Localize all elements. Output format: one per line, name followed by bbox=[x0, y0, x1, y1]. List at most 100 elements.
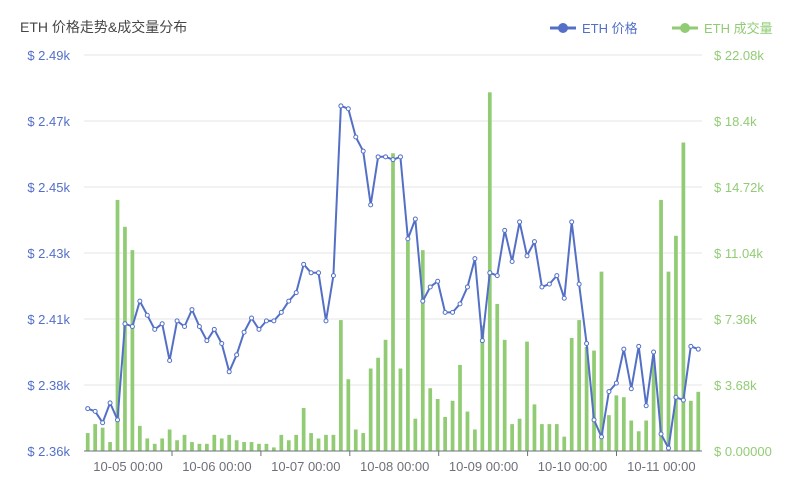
volume-bar[interactable] bbox=[607, 415, 611, 451]
price-point[interactable] bbox=[278, 309, 284, 315]
price-point[interactable] bbox=[211, 326, 217, 332]
volume-bar[interactable] bbox=[130, 250, 135, 451]
price-point[interactable] bbox=[531, 239, 537, 245]
price-point[interactable] bbox=[263, 318, 269, 324]
volume-bar[interactable] bbox=[510, 424, 514, 451]
price-point[interactable] bbox=[271, 318, 277, 324]
price-point[interactable] bbox=[636, 343, 642, 349]
price-point[interactable] bbox=[628, 386, 634, 392]
price-point[interactable] bbox=[226, 369, 232, 375]
price-point[interactable] bbox=[85, 406, 91, 412]
volume-bar[interactable] bbox=[286, 440, 291, 451]
volume-bar[interactable] bbox=[688, 400, 693, 451]
volume-bar[interactable] bbox=[123, 226, 127, 451]
volume-bar[interactable] bbox=[495, 303, 500, 451]
volume-bar[interactable] bbox=[584, 346, 589, 451]
volume-bar[interactable] bbox=[361, 433, 366, 451]
volume-bar[interactable] bbox=[204, 443, 209, 451]
volume-bar[interactable] bbox=[339, 320, 343, 451]
price-point[interactable] bbox=[107, 400, 113, 406]
volume-bar[interactable] bbox=[525, 341, 529, 451]
volume-bar[interactable] bbox=[562, 436, 567, 451]
volume-bar[interactable] bbox=[465, 411, 470, 451]
price-point[interactable] bbox=[316, 270, 322, 276]
price-point[interactable] bbox=[144, 312, 150, 318]
legend-item-price[interactable]: ETH 价格 bbox=[550, 21, 638, 36]
price-point[interactable] bbox=[241, 329, 247, 335]
volume-bar[interactable] bbox=[480, 325, 485, 451]
price-point[interactable] bbox=[286, 298, 292, 304]
volume-bar[interactable] bbox=[175, 440, 179, 451]
price-point[interactable] bbox=[591, 417, 597, 423]
price-point[interactable] bbox=[442, 309, 448, 315]
volume-bar[interactable] bbox=[636, 431, 641, 451]
volume-bar[interactable] bbox=[540, 424, 544, 451]
price-point[interactable] bbox=[487, 270, 493, 276]
price-point[interactable] bbox=[598, 434, 604, 440]
volume-bar[interactable] bbox=[577, 320, 582, 451]
price-point[interactable] bbox=[435, 278, 441, 284]
volume-bar[interactable] bbox=[324, 434, 328, 451]
volume-bar[interactable] bbox=[93, 424, 98, 451]
price-point[interactable] bbox=[204, 338, 210, 344]
price-point[interactable] bbox=[115, 417, 121, 423]
price-point[interactable] bbox=[92, 408, 98, 414]
price-point[interactable] bbox=[651, 349, 657, 355]
price-point[interactable] bbox=[621, 346, 627, 352]
volume-bar[interactable] bbox=[435, 398, 440, 451]
price-point[interactable] bbox=[122, 321, 128, 327]
volume-bar[interactable] bbox=[249, 442, 254, 451]
volume-bar[interactable] bbox=[279, 434, 284, 451]
price-point[interactable] bbox=[509, 258, 515, 264]
volume-bar[interactable] bbox=[696, 391, 701, 451]
price-point[interactable] bbox=[167, 357, 173, 363]
price-point[interactable] bbox=[375, 154, 381, 160]
volume-bar[interactable] bbox=[257, 443, 261, 451]
price-point[interactable] bbox=[353, 134, 359, 140]
volume-bar[interactable] bbox=[115, 199, 120, 451]
price-point[interactable] bbox=[502, 227, 508, 233]
volume-bar[interactable] bbox=[428, 388, 433, 451]
volume-bar[interactable] bbox=[629, 420, 634, 451]
volume-bar[interactable] bbox=[353, 429, 358, 451]
price-point[interactable] bbox=[554, 273, 560, 279]
legend-item-volume[interactable]: ETH 成交量 bbox=[672, 21, 773, 36]
price-point[interactable] bbox=[673, 394, 679, 400]
price-point[interactable] bbox=[323, 318, 329, 324]
price-point[interactable] bbox=[479, 338, 485, 344]
volume-bar[interactable] bbox=[294, 434, 299, 451]
price-point[interactable] bbox=[219, 341, 225, 347]
price-point[interactable] bbox=[576, 281, 582, 287]
volume-bar[interactable] bbox=[443, 416, 447, 451]
volume-bar[interactable] bbox=[681, 142, 686, 452]
volume-bar[interactable] bbox=[554, 424, 559, 451]
volume-bar[interactable] bbox=[674, 235, 678, 451]
volume-bar[interactable] bbox=[227, 434, 232, 451]
volume-bar[interactable] bbox=[376, 357, 380, 451]
volume-bar[interactable] bbox=[406, 241, 410, 451]
price-point[interactable] bbox=[688, 343, 694, 349]
volume-bar[interactable] bbox=[569, 338, 574, 451]
price-point[interactable] bbox=[464, 284, 470, 290]
volume-bar[interactable] bbox=[167, 429, 172, 451]
price-point[interactable] bbox=[420, 298, 426, 304]
volume-bar[interactable] bbox=[197, 443, 202, 451]
volume-bar[interactable] bbox=[190, 442, 194, 451]
volume-bar[interactable] bbox=[309, 433, 313, 451]
price-point[interactable] bbox=[680, 397, 686, 403]
price-point[interactable] bbox=[427, 284, 433, 290]
price-point[interactable] bbox=[301, 261, 307, 267]
volume-bar[interactable] bbox=[517, 418, 522, 451]
price-point[interactable] bbox=[397, 154, 403, 160]
price-point[interactable] bbox=[546, 281, 552, 287]
price-point[interactable] bbox=[159, 321, 165, 327]
volume-bar[interactable] bbox=[212, 434, 217, 451]
price-point[interactable] bbox=[129, 324, 135, 330]
volume-bar[interactable] bbox=[502, 339, 507, 451]
price-point[interactable] bbox=[234, 352, 240, 358]
volume-bar[interactable] bbox=[108, 442, 112, 451]
volume-bar[interactable] bbox=[242, 442, 246, 451]
price-point[interactable] bbox=[256, 326, 262, 332]
price-point[interactable] bbox=[152, 326, 158, 332]
price-point[interactable] bbox=[643, 403, 649, 409]
